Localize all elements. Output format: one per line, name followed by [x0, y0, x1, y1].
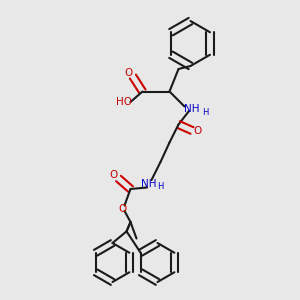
Text: NH: NH — [184, 104, 200, 115]
Text: H: H — [202, 108, 208, 117]
Text: O: O — [194, 125, 202, 136]
Text: H: H — [157, 182, 164, 191]
Text: O: O — [124, 68, 133, 78]
Text: NH: NH — [141, 178, 156, 189]
Text: HO: HO — [116, 97, 132, 107]
Text: O: O — [109, 170, 117, 181]
Text: O: O — [118, 204, 126, 214]
